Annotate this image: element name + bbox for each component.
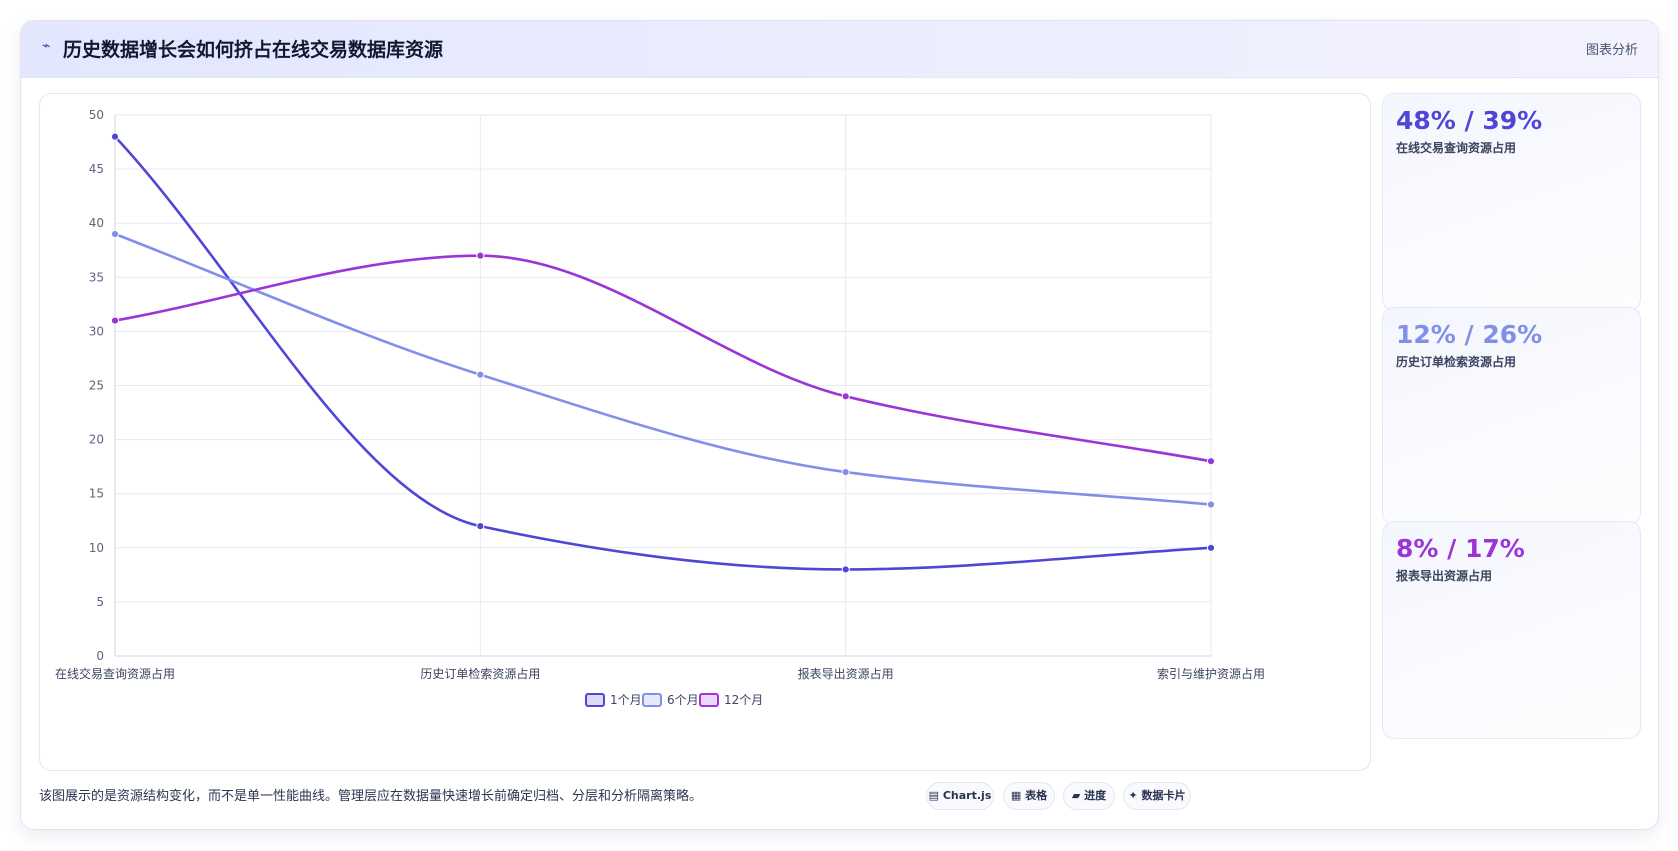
series-line-3 bbox=[114, 254, 1212, 463]
badge-label: 数据卡片 bbox=[1141, 789, 1186, 802]
legend-label: 12个月 bbox=[724, 693, 763, 707]
x-tick-label: 历史订单检索资源占用 bbox=[420, 666, 540, 681]
data-point bbox=[841, 467, 850, 477]
badge-table[interactable]: ▦ 表格 bbox=[1003, 782, 1055, 810]
badge-chartjs[interactable]: ▤ Chart.js bbox=[926, 782, 994, 810]
stat-label: 报表导出资源占用 bbox=[1396, 569, 1493, 583]
page-title: 历史数据增长会如何挤占在线交易数据库资源 bbox=[63, 39, 444, 61]
legend-swatch bbox=[585, 693, 605, 707]
legend-swatch bbox=[642, 693, 662, 707]
footer-note: 该图展示的是资源结构变化，而不是单一性能曲线。管理层应在数据量快速增长前确定归档… bbox=[39, 789, 703, 804]
data-point bbox=[110, 229, 120, 239]
stat-label: 在线交易查询资源占用 bbox=[1396, 141, 1517, 155]
x-tick-label: 报表导出资源占用 bbox=[798, 666, 894, 681]
y-tick-label: 20 bbox=[89, 433, 104, 447]
stat-card-online-query: 48% / 39% 在线交易查询资源占用 bbox=[1382, 93, 1641, 311]
series-line-2 bbox=[114, 232, 1212, 506]
badge-label: 表格 bbox=[1025, 789, 1048, 802]
chart-panel: 0 5 10 15 20 25 30 35 40 45 50 在线交易查询资源占用 历史订单检索资源占用… bbox=[39, 93, 1371, 771]
y-tick-label: 15 bbox=[89, 487, 104, 501]
data-point bbox=[110, 132, 120, 141]
data-point bbox=[1206, 543, 1216, 552]
card-header: ⌁ 历史数据增长会如何挤占在线交易数据库资源 图表分析 bbox=[21, 21, 1658, 78]
data-point bbox=[110, 316, 120, 325]
y-tick-label: 50 bbox=[89, 108, 104, 122]
x-tick-label: 在线交易查询资源占用 bbox=[55, 666, 175, 681]
chart-analysis-tag: 图表分析 bbox=[1585, 43, 1638, 58]
data-point bbox=[476, 370, 485, 379]
stat-card-history-search: 12% / 26% 历史订单检索资源占用 bbox=[1382, 307, 1641, 525]
badge-data-cards[interactable]: ✦ 数据卡片 bbox=[1123, 782, 1191, 810]
stat-value: 12% / 26% bbox=[1396, 320, 1543, 349]
data-point bbox=[841, 565, 850, 574]
y-tick-label: 40 bbox=[89, 216, 104, 230]
y-tick-label: 35 bbox=[89, 270, 104, 284]
line-chart: 0 5 10 15 20 25 30 35 40 45 50 在线交易查询资源占用 历史订单检索资源占用… bbox=[55, 108, 1265, 707]
x-tick-label: 索引与维护资源占用 bbox=[1157, 666, 1265, 681]
y-tick-label: 5 bbox=[96, 595, 104, 609]
series-line-1 bbox=[114, 135, 1212, 571]
sparkle-icon: ✦ bbox=[1128, 789, 1138, 802]
data-point bbox=[1206, 457, 1216, 466]
y-tick-label: 45 bbox=[89, 162, 104, 176]
trend-icon: ⌁ bbox=[42, 38, 51, 54]
y-tick-label: 0 bbox=[96, 649, 104, 663]
y-tick-label: 30 bbox=[89, 324, 104, 338]
badge-label: Chart.js bbox=[942, 789, 992, 802]
stat-value: 8% / 17% bbox=[1396, 534, 1525, 563]
badge-label: 进度 bbox=[1084, 789, 1107, 802]
badge-progress[interactable]: ▰ 进度 bbox=[1063, 782, 1115, 810]
y-tick-label: 25 bbox=[89, 379, 104, 393]
stat-card-report-export: 8% / 17% 报表导出资源占用 bbox=[1382, 521, 1641, 739]
stat-label: 历史订单检索资源占用 bbox=[1396, 355, 1517, 369]
table-icon: ▦ bbox=[1010, 789, 1022, 802]
legend-label: 6个月 bbox=[667, 693, 699, 707]
stat-value: 48% / 39% bbox=[1396, 106, 1543, 135]
chart-card: ⌁ 历史数据增长会如何挤占在线交易数据库资源 图表分析 0 5 10 15 20 25 30… bbox=[20, 20, 1659, 830]
data-point bbox=[1206, 500, 1216, 509]
chart-icon: ▤ bbox=[928, 789, 940, 802]
legend-swatch bbox=[699, 693, 719, 707]
data-point bbox=[841, 392, 850, 401]
legend-label: 1个月 bbox=[610, 693, 642, 707]
progress-icon: ▰ bbox=[1071, 789, 1081, 802]
data-point bbox=[476, 251, 485, 260]
y-tick-label: 10 bbox=[89, 541, 104, 555]
data-point bbox=[476, 522, 485, 531]
